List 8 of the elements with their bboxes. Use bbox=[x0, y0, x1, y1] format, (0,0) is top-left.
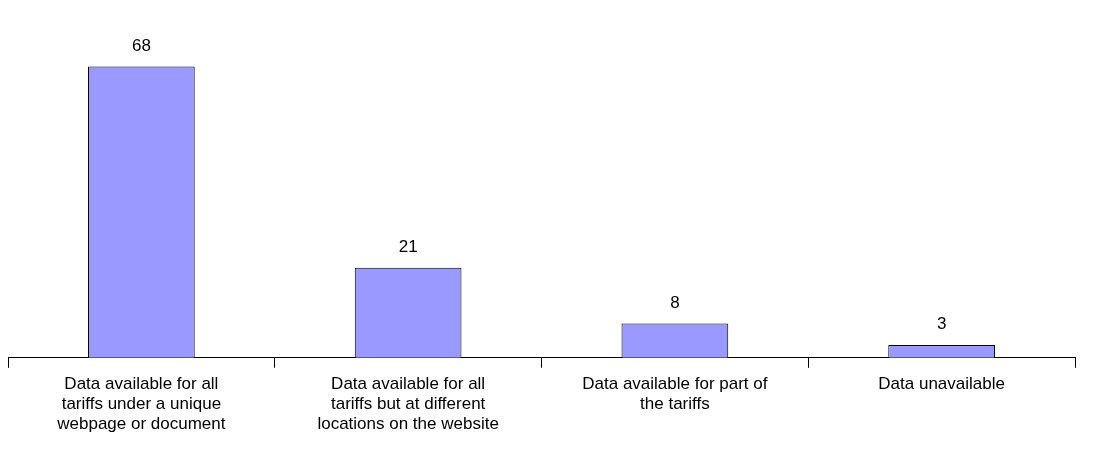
x-tick-label: Data available for part of the tariffs bbox=[582, 373, 768, 414]
data-label: 68 bbox=[131, 35, 151, 55]
data-label: 3 bbox=[936, 314, 947, 334]
data-label: 8 bbox=[670, 292, 680, 312]
x-tick-label: Data unavailable bbox=[878, 373, 1005, 393]
x-tick-label: Data available for all tariffs but at different locations on the website bbox=[317, 373, 499, 434]
data-label: 21 bbox=[398, 237, 418, 257]
x-tick-label: Data available for all tariffs under a unique webpage or document bbox=[56, 373, 226, 434]
